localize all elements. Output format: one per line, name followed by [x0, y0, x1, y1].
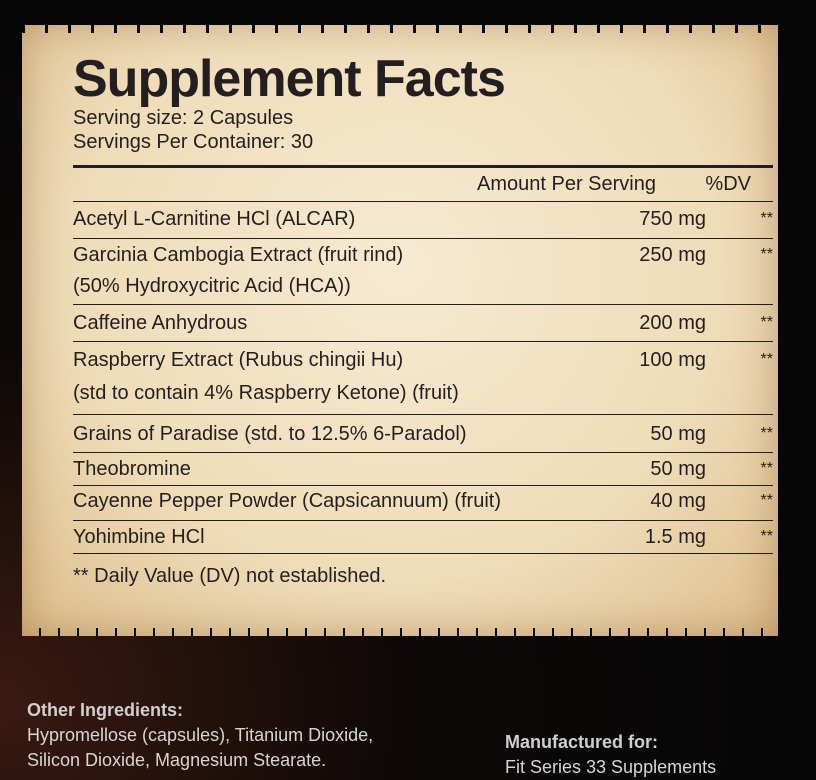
ingredient-dv: ** [760, 460, 773, 477]
divider [73, 165, 773, 168]
ingredient-dv: ** [760, 210, 773, 227]
divider [73, 201, 773, 202]
other-ingredients-line: Hypromellose (capsules), Titanium Dioxid… [27, 725, 374, 745]
ingredient-name: Caffeine Anhydrous [73, 312, 248, 334]
ingredient-name-detail: (std to contain 4% Raspberry Ketone) (fr… [73, 382, 459, 404]
other-ingredients-label: Other Ingredients: [27, 700, 184, 720]
ingredient-amount: 200 mg [639, 312, 706, 334]
ingredient-amount: 750 mg [639, 208, 706, 230]
divider [73, 452, 773, 453]
amount-header: Amount Per Serving [477, 173, 656, 195]
ingredient-name: Cayenne Pepper Powder (Capsicannuum) (fr… [73, 490, 501, 512]
manufacturer-name: Fit Series 33 Supplements [505, 757, 717, 777]
ingredient-row: Acetyl L-Carnitine HCl (ALCAR) 750 mg ** [73, 203, 773, 238]
ingredient-amount: 1.5 mg [644, 526, 706, 548]
panel-title: Supplement Facts [73, 50, 506, 108]
ingredient-name: Acetyl L-Carnitine HCl (ALCAR) [73, 208, 356, 230]
other-ingredients-line: Silicon Dioxide, Magnesium Stearate. [27, 750, 327, 770]
ingredient-amount: 50 mg [650, 458, 706, 480]
ingredient-name: Garcinia Cambogia Extract (fruit rind) [73, 244, 404, 266]
ingredient-dv: ** [760, 246, 773, 263]
ingredient-dv: ** [760, 528, 773, 545]
manufacturer: Manufactured for: Fit Series 33 Suppleme… [505, 730, 716, 780]
ingredient-dv: ** [760, 351, 773, 368]
ingredient-amount: 100 mg [639, 349, 706, 371]
ingredient-name: Yohimbine HCl [73, 526, 205, 548]
divider [73, 341, 773, 342]
serving-size: Serving size: 2 Capsules [73, 107, 294, 129]
divider [73, 520, 773, 521]
divider [73, 238, 773, 239]
ingredient-amount: 40 mg [650, 490, 706, 512]
divider [73, 304, 773, 305]
ingredient-name-detail: (50% Hydroxycitric Acid (HCA)) [73, 275, 351, 297]
footnote: ** Daily Value (DV) not established. [73, 565, 387, 587]
ingredient-amount: 250 mg [639, 244, 706, 266]
ingredient-row: Garcinia Cambogia Extract (fruit rind) (… [73, 239, 773, 304]
supplement-facts-panel: Supplement Facts Serving size: 2 Capsule… [22, 25, 778, 636]
other-ingredients: Other Ingredients: Hypromellose (capsule… [27, 698, 373, 773]
servings-per-container: Servings Per Container: 30 [73, 131, 314, 153]
divider [73, 414, 773, 415]
ingredient-dv: ** [760, 492, 773, 509]
divider [73, 553, 773, 554]
ingredient-name: Theobromine [73, 458, 191, 480]
ingredient-amount: 50 mg [650, 423, 706, 445]
manufacturer-label: Manufactured for: [505, 732, 658, 752]
divider [73, 485, 773, 486]
ingredient-dv: ** [760, 425, 773, 442]
ingredient-dv: ** [760, 314, 773, 331]
dv-header: %DV [705, 173, 751, 195]
ingredient-name: Raspberry Extract (Rubus chingii Hu) [73, 349, 404, 371]
ingredient-name: Grains of Paradise (std. to 12.5% 6-Para… [73, 423, 467, 445]
